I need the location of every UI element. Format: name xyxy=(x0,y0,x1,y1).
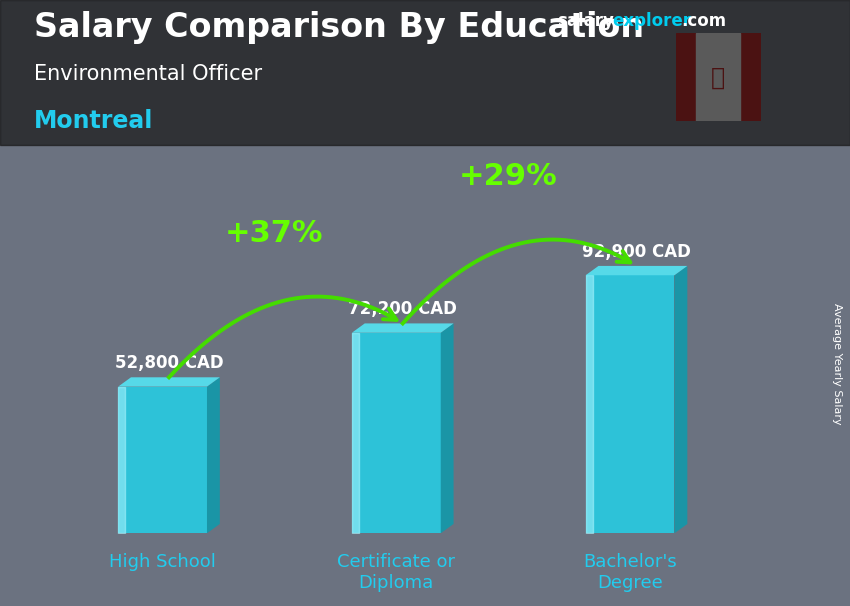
Polygon shape xyxy=(586,275,674,533)
Text: +37%: +37% xyxy=(225,219,324,248)
Polygon shape xyxy=(207,378,220,533)
Polygon shape xyxy=(118,378,220,387)
Bar xyxy=(740,33,761,121)
Text: 92,900 CAD: 92,900 CAD xyxy=(582,242,691,261)
Text: Salary Comparison By Education: Salary Comparison By Education xyxy=(34,11,644,44)
Polygon shape xyxy=(440,324,454,533)
Text: Average Yearly Salary: Average Yearly Salary xyxy=(832,303,842,424)
Bar xyxy=(696,33,740,121)
Text: Montreal: Montreal xyxy=(34,109,153,133)
Text: 52,800 CAD: 52,800 CAD xyxy=(115,354,224,372)
Text: Environmental Officer: Environmental Officer xyxy=(34,64,262,84)
Polygon shape xyxy=(352,324,454,333)
Text: High School: High School xyxy=(109,553,216,571)
Text: salary: salary xyxy=(557,12,614,30)
Polygon shape xyxy=(352,333,440,533)
Text: explorer: explorer xyxy=(612,12,691,30)
Polygon shape xyxy=(586,266,688,275)
Text: Certificate or
Diploma: Certificate or Diploma xyxy=(337,553,456,592)
Text: 🍁: 🍁 xyxy=(711,65,725,89)
Text: +29%: +29% xyxy=(458,162,558,191)
Polygon shape xyxy=(118,387,207,533)
Bar xyxy=(676,33,696,121)
Polygon shape xyxy=(674,266,688,533)
Text: Bachelor's
Degree: Bachelor's Degree xyxy=(583,553,677,592)
Text: 72,200 CAD: 72,200 CAD xyxy=(348,300,457,318)
Text: .com: .com xyxy=(682,12,727,30)
